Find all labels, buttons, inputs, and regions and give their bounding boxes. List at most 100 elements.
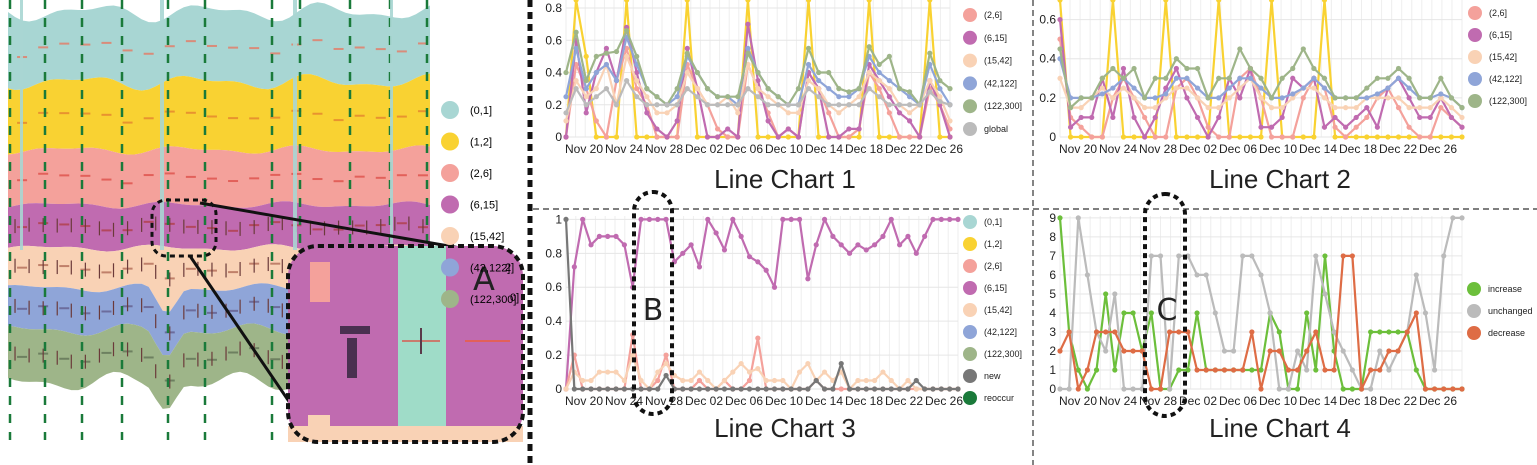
data-point — [846, 126, 852, 132]
x-tick-label: Nov 20 — [1059, 394, 1097, 408]
data-point — [1364, 134, 1370, 140]
data-point — [1285, 386, 1292, 392]
legend-label: (2,6] — [984, 261, 1002, 271]
data-point — [1078, 134, 1084, 140]
data-point — [938, 386, 944, 392]
data-point — [816, 86, 822, 92]
data-point — [1300, 46, 1306, 52]
x-tick-label: Nov 20 — [565, 394, 603, 408]
legend-label: (15,42] — [984, 56, 1012, 66]
data-point — [1184, 75, 1190, 81]
data-point — [947, 118, 953, 124]
legend-swatch — [963, 369, 977, 383]
data-point — [1142, 114, 1148, 121]
data-point — [930, 216, 936, 222]
data-point — [1084, 386, 1091, 392]
data-point — [805, 77, 812, 84]
data-point — [765, 102, 771, 108]
data-point — [1258, 367, 1264, 373]
data-point — [796, 386, 803, 392]
data-point — [583, 86, 589, 92]
data-point — [785, 134, 791, 140]
data-point — [863, 247, 869, 253]
y-tick-label: 0.4 — [545, 314, 562, 328]
data-point — [684, 86, 690, 92]
stream-legend-swatch — [441, 132, 459, 151]
y-tick-label: 0.6 — [545, 33, 562, 47]
data-point — [805, 276, 811, 282]
data-point — [863, 386, 869, 392]
data-point — [605, 233, 611, 239]
stream-legend-label: (15,42] — [470, 231, 504, 243]
data-point — [922, 386, 928, 392]
data-point — [905, 386, 911, 392]
data-point — [644, 110, 650, 116]
data-point — [1438, 95, 1444, 101]
data-point — [644, 134, 650, 140]
data-point — [1110, 95, 1116, 101]
data-point — [1230, 367, 1237, 373]
data-point — [1459, 386, 1465, 392]
data-point — [1417, 105, 1423, 111]
y-tick-label: 1 — [1049, 363, 1056, 377]
data-point — [1448, 105, 1455, 111]
data-point — [1413, 310, 1419, 316]
data-point — [603, 50, 610, 56]
data-point — [846, 94, 852, 100]
legend-label: increase — [1488, 284, 1522, 294]
data-point — [583, 77, 589, 84]
data-point — [1067, 105, 1074, 111]
x-tick-label: Dec 14 — [1299, 142, 1337, 156]
data-point — [755, 386, 761, 392]
data-point — [897, 386, 903, 392]
data-point — [846, 134, 852, 140]
data-point — [1385, 134, 1391, 140]
legend-label: (42,122] — [984, 78, 1017, 88]
data-point — [1374, 91, 1380, 97]
data-point — [1406, 75, 1412, 81]
data-point — [725, 102, 731, 108]
data-point — [735, 102, 741, 108]
data-point — [1216, 114, 1222, 121]
data-point — [1422, 386, 1429, 392]
data-point — [613, 233, 619, 239]
data-point — [913, 386, 919, 392]
data-point — [694, 94, 700, 100]
data-point — [1321, 124, 1328, 130]
data-point — [856, 102, 862, 108]
data-point — [876, 61, 882, 68]
data-point — [714, 94, 721, 100]
y-tick-label: 0.8 — [545, 246, 562, 260]
data-point — [905, 233, 911, 239]
data-point — [1078, 105, 1084, 111]
data-point — [913, 250, 919, 256]
x-tick-label: Nov 24 — [1099, 142, 1137, 156]
data-point — [746, 377, 753, 384]
data-point — [1130, 310, 1136, 316]
data-point — [583, 102, 589, 108]
data-point — [1459, 215, 1465, 221]
data-point — [1340, 348, 1346, 354]
x-tick-label: Dec 14 — [805, 142, 843, 156]
data-point — [696, 369, 703, 375]
x-tick-label: Dec 26 — [925, 142, 963, 156]
data-point — [1279, 75, 1285, 81]
data-point — [886, 134, 892, 140]
data-point — [580, 386, 586, 392]
data-point — [1110, 65, 1116, 72]
data-point — [1120, 85, 1127, 91]
x-tick-label: Nov 28 — [645, 394, 683, 408]
caption-line-chart-3: Line Chart 3 — [714, 413, 856, 443]
legend-label: global — [984, 124, 1008, 134]
data-point — [596, 386, 602, 392]
data-point — [1459, 134, 1465, 140]
data-point — [838, 242, 844, 248]
data-point — [886, 94, 892, 100]
data-point — [1131, 65, 1137, 72]
data-point — [947, 386, 953, 392]
data-point — [1110, 114, 1116, 121]
data-point — [1377, 367, 1383, 373]
data-point — [1332, 134, 1338, 140]
